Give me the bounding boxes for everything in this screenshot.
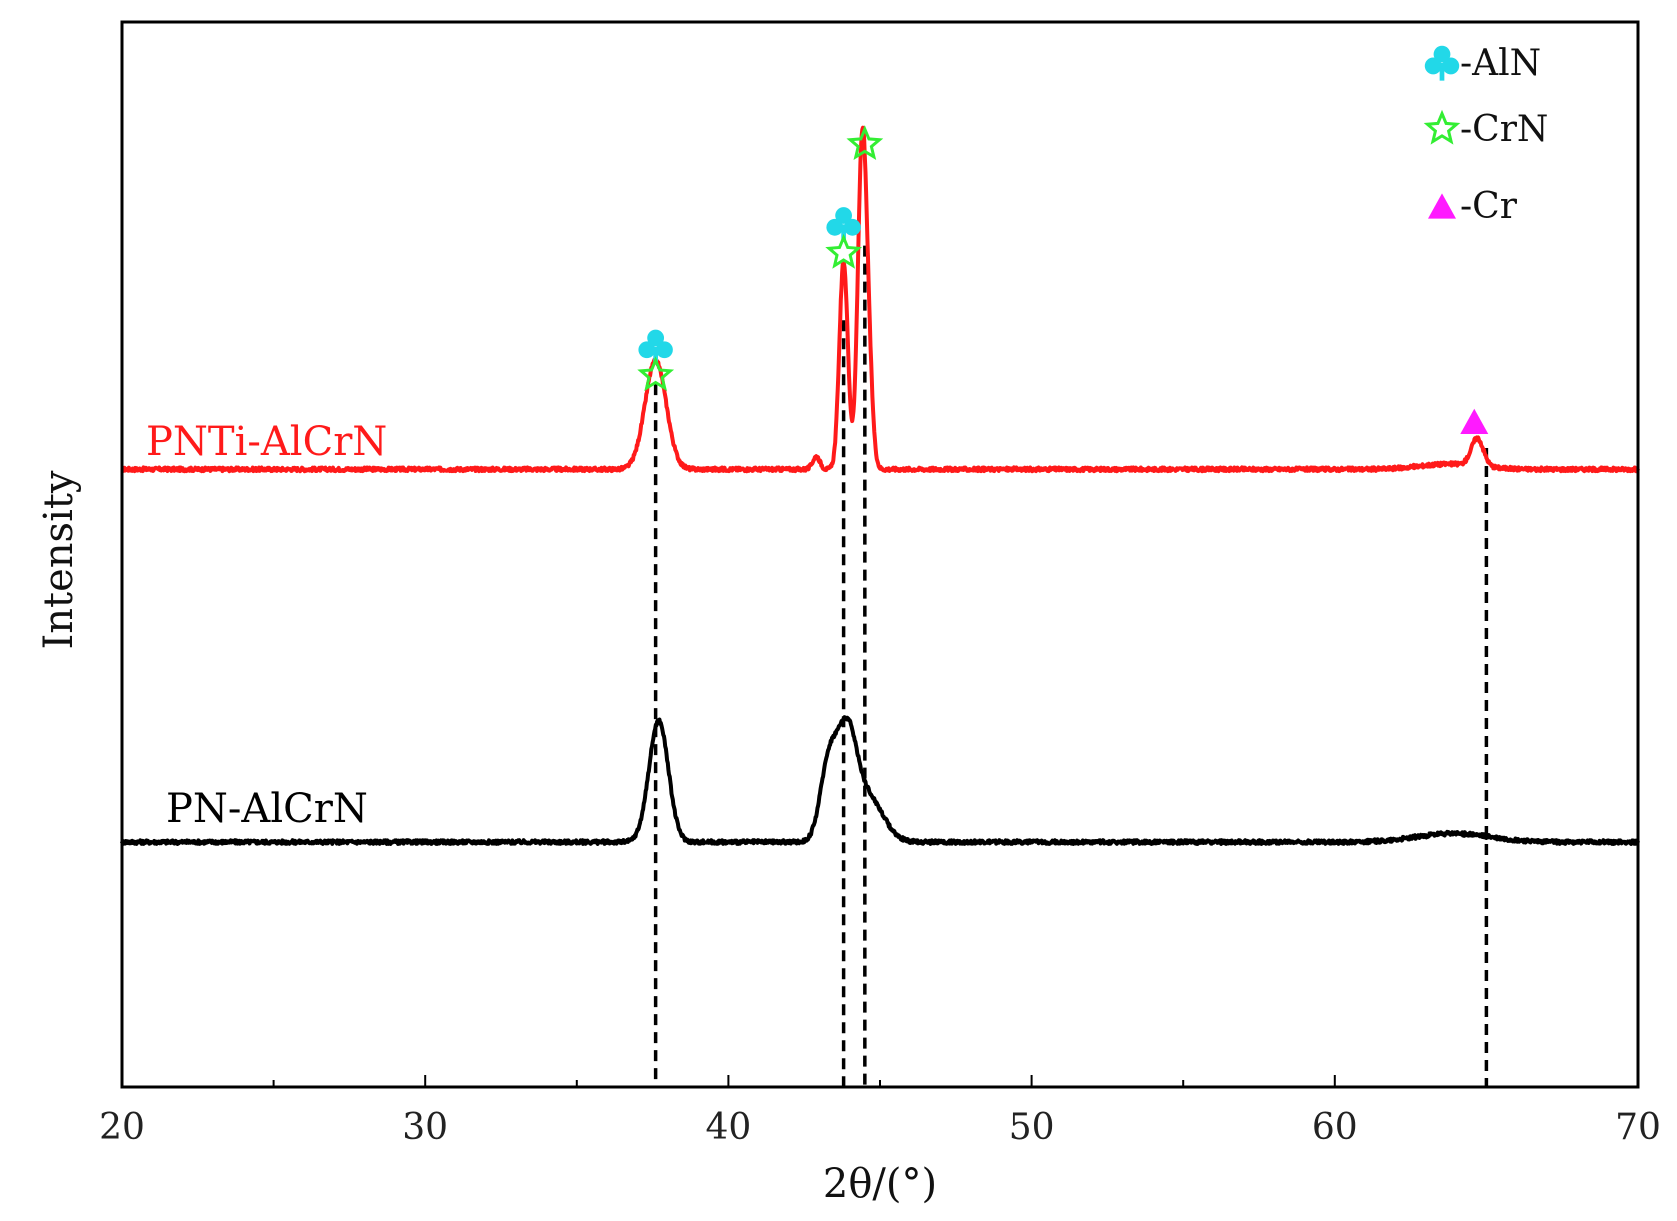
series-layer xyxy=(120,125,1640,846)
legend-label-crn: -CrN xyxy=(1460,109,1548,150)
x-tick-label: 70 xyxy=(1615,1107,1661,1148)
x-tick-label: 50 xyxy=(1009,1107,1055,1148)
x-tick-label: 30 xyxy=(402,1107,448,1148)
series-label-pn-alcrn: PN-AlCrN xyxy=(166,786,368,832)
x-tick-label: 20 xyxy=(99,1107,145,1148)
legend: -AlN -CrN -Cr xyxy=(1423,43,1548,227)
series-label-pnti-alcrn: PNTi-AlCrN xyxy=(146,419,387,465)
star-peak-marker-icon xyxy=(846,125,884,161)
club-peak-marker-icon xyxy=(638,329,673,365)
y-axis-label: Intensity xyxy=(36,470,82,649)
triangle-peak-marker-icon xyxy=(1460,408,1489,434)
series-line-pn-alcrn xyxy=(120,715,1640,846)
x-axis-ticks: 20 30 40 50 60 70 xyxy=(99,1075,1661,1148)
series-line-pnti-alcrn xyxy=(120,125,1640,474)
reference-lines xyxy=(653,245,1489,1087)
legend-label-aln: -AlN xyxy=(1460,43,1541,84)
star-peak-marker-icon xyxy=(637,356,675,392)
legend-aln-club-icon xyxy=(1424,45,1460,81)
x-tick-label: 60 xyxy=(1312,1107,1358,1148)
legend-crn-star-icon xyxy=(1423,109,1461,145)
legend-cr-triangle-icon xyxy=(1428,193,1456,219)
plot-frame xyxy=(120,20,1640,1089)
club-peak-marker-icon xyxy=(826,207,861,242)
x-tick-label: 40 xyxy=(705,1107,751,1148)
x-axis-label: 2θ/(°) xyxy=(823,1161,937,1207)
legend-label-cr: -Cr xyxy=(1460,186,1518,227)
star-peak-marker-icon xyxy=(825,233,863,269)
peak-markers xyxy=(637,125,1489,434)
